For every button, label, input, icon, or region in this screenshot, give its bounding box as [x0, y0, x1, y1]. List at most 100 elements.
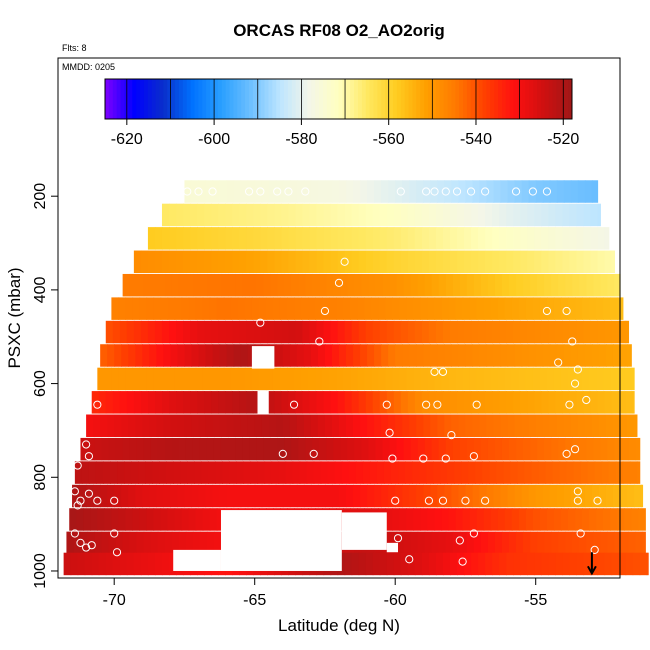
observation-point [82, 440, 91, 449]
heat-cell [146, 367, 155, 391]
heat-cell [316, 227, 325, 250]
heat-cell [485, 320, 493, 344]
heat-cell [202, 508, 211, 531]
heat-cell [358, 391, 367, 414]
heat-cell [169, 227, 177, 250]
colorbar-cell [186, 79, 192, 119]
heat-cell [476, 297, 485, 320]
heat-cell [548, 320, 556, 344]
x-tick-label: -60 [384, 592, 407, 609]
heat-cell [625, 391, 634, 414]
heat-cell [591, 180, 599, 203]
heat-cell [504, 297, 513, 320]
heat-cell [343, 367, 351, 391]
heat-cell [232, 227, 240, 250]
observation-point [466, 187, 476, 196]
heat-cell [518, 297, 527, 320]
heat-cell [409, 484, 417, 508]
heat-cell [260, 320, 268, 344]
heat-cell [135, 344, 143, 367]
heat-cell [525, 297, 534, 320]
observation-point [84, 489, 94, 498]
heat-cell [267, 203, 275, 227]
colorbar-cell [564, 79, 569, 119]
heat-cell [202, 367, 211, 391]
heat-cell [115, 437, 124, 461]
heat-cell [337, 203, 346, 227]
heat-cell [621, 531, 630, 555]
heat-cell [628, 437, 637, 461]
heat-cell [285, 461, 294, 484]
heat-cell [534, 552, 542, 576]
observation-point [396, 187, 405, 196]
observation-point [570, 445, 580, 454]
heat-cell [176, 391, 184, 414]
heat-cell [112, 391, 121, 414]
heat-cell [541, 391, 549, 414]
colorbar-cell [326, 79, 332, 119]
heat-cell [198, 414, 207, 437]
heat-cell [111, 367, 120, 391]
observation-point [84, 379, 94, 388]
heat-cell [400, 320, 409, 344]
heat-cell [169, 552, 177, 576]
heat-cell [226, 344, 235, 367]
heat-cell [257, 461, 266, 484]
heat-cell [593, 531, 601, 555]
heat-cell [190, 203, 198, 227]
heat-cell [184, 484, 193, 508]
observation-point [441, 187, 450, 196]
heat-cell [154, 250, 163, 274]
colorbar-cell [350, 79, 355, 119]
heat-cell [507, 484, 516, 508]
heat-cell [402, 414, 410, 437]
heat-cell [521, 484, 530, 508]
heat-cell [434, 367, 443, 391]
heat-cell [367, 414, 375, 437]
heat-cell [301, 367, 309, 391]
heat-cell [400, 391, 409, 414]
heat-cell [461, 461, 469, 484]
heat-cell [464, 250, 472, 274]
heat-cell [492, 203, 500, 227]
heat-cell [330, 391, 339, 414]
heat-cell [430, 484, 438, 508]
heat-cell [417, 531, 426, 555]
heat-cell [154, 391, 163, 414]
colorbar-cell [513, 79, 519, 119]
heat-cell [455, 508, 464, 531]
heat-cell [107, 484, 115, 508]
heat-cell [178, 437, 187, 461]
heat-cell [272, 297, 281, 320]
heat-cell [534, 391, 542, 414]
heat-cell [170, 414, 179, 437]
heat-cell [230, 367, 239, 391]
heat-cell [284, 273, 292, 297]
heat-cell [190, 391, 198, 414]
heat-cell [486, 180, 495, 203]
heat-cell [468, 461, 476, 484]
colorbar-cell [202, 79, 207, 119]
heat-cell [544, 273, 552, 297]
heat-cell [216, 508, 225, 531]
heat-cell [527, 250, 535, 274]
observation-point [438, 496, 448, 505]
heat-cell [185, 531, 194, 555]
heat-cell [471, 250, 479, 274]
heat-cell [233, 414, 242, 437]
heat-cell [414, 552, 423, 576]
heat-cell [534, 250, 542, 274]
heat-cell [587, 461, 596, 484]
heat-cell [551, 437, 559, 461]
heat-cell [303, 344, 312, 367]
heat-cell [451, 484, 460, 508]
heat-cell [604, 320, 613, 344]
colorbar-boundaries [126, 79, 564, 119]
heat-cell [147, 391, 156, 414]
heat-cell [565, 531, 573, 555]
heat-cell [493, 414, 502, 437]
heat-cell [125, 367, 134, 391]
heat-cell [289, 344, 298, 367]
heat-cell [530, 437, 538, 461]
observation-point [315, 337, 324, 346]
